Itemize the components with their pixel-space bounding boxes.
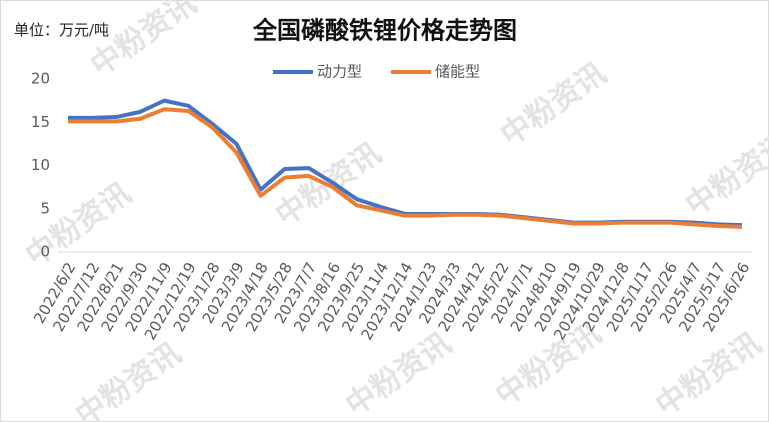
chart-title: 全国磷酸铁锂价格走势图	[252, 16, 517, 45]
unit-label: 单位：万元/吨	[14, 21, 109, 39]
series-line	[68, 107, 743, 229]
y-tick-label: 5	[40, 199, 50, 217]
y-tick-label: 20	[31, 70, 50, 88]
y-tick-label: 10	[31, 156, 50, 174]
y-tick-label: 15	[31, 113, 50, 131]
legend-label: 动力型	[317, 63, 362, 81]
y-tick-label: 0	[40, 243, 50, 261]
legend-label: 储能型	[435, 63, 480, 81]
